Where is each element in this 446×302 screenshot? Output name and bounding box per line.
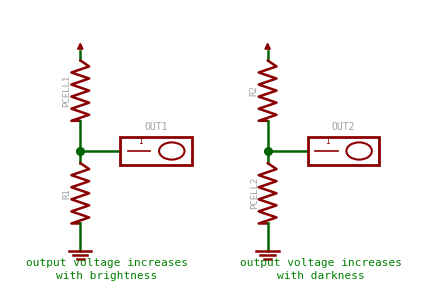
Text: PCELL1: PCELL1 — [62, 75, 71, 107]
Bar — [308, 137, 379, 165]
Text: PCELL2: PCELL2 — [250, 177, 259, 209]
Text: OUT2: OUT2 — [332, 122, 355, 132]
Bar — [120, 137, 192, 165]
Text: 1: 1 — [326, 137, 330, 146]
Text: 1: 1 — [138, 137, 143, 146]
Text: R2: R2 — [250, 85, 259, 96]
Text: output voltage increases
with brightness: output voltage increases with brightness — [26, 258, 188, 281]
Text: output voltage increases
with darkness: output voltage increases with darkness — [240, 258, 402, 281]
Text: OUT1: OUT1 — [145, 122, 168, 132]
Text: R1: R1 — [62, 188, 71, 199]
